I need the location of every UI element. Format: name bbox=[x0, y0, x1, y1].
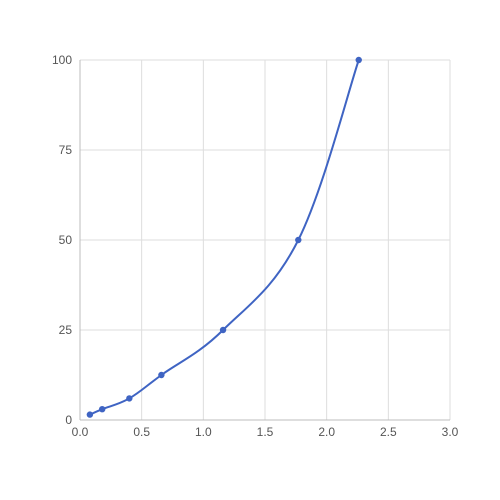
y-tick-label: 100 bbox=[52, 53, 72, 67]
data-point bbox=[87, 411, 93, 417]
data-point bbox=[158, 372, 164, 378]
x-tick-label: 3.0 bbox=[442, 425, 459, 439]
x-tick-label: 1.0 bbox=[195, 425, 212, 439]
data-point bbox=[126, 395, 132, 401]
data-point bbox=[220, 327, 226, 333]
data-point bbox=[356, 57, 362, 63]
x-tick-label: 0.5 bbox=[133, 425, 150, 439]
chart-svg: 0.0 0.5 1.0 1.5 2.0 2.5 3.0 0 25 50 75 100 bbox=[0, 0, 500, 500]
x-tick-label: 1.5 bbox=[257, 425, 274, 439]
y-tick-label: 0 bbox=[65, 413, 72, 427]
data-point bbox=[99, 406, 105, 412]
x-tick-label: 0.0 bbox=[72, 425, 89, 439]
data-point bbox=[295, 237, 301, 243]
y-tick-label: 50 bbox=[59, 233, 73, 247]
x-tick-label: 2.5 bbox=[380, 425, 397, 439]
y-tick-label: 25 bbox=[59, 323, 73, 337]
y-tick-label: 75 bbox=[59, 143, 73, 157]
standard-curve-chart: Concentration (ng/ml) OD 0.00.51.01.52.0… bbox=[0, 0, 500, 500]
x-tick-label: 2.0 bbox=[318, 425, 335, 439]
